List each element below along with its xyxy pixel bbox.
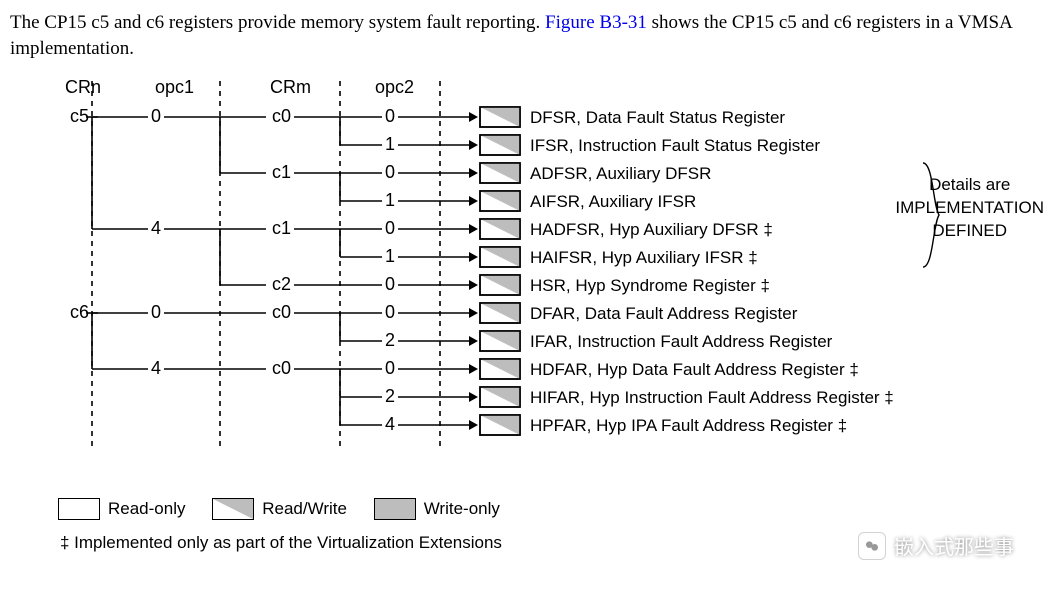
reg-8: IFAR, Instruction Fault Address Register bbox=[530, 332, 832, 352]
crn-c5: c5 bbox=[70, 106, 89, 127]
col-head-opc1: opc1 bbox=[155, 77, 194, 98]
side-note-l2: IMPLEMENTATION bbox=[895, 197, 1044, 220]
opc1-4: 4 bbox=[151, 218, 161, 239]
swatch-readonly bbox=[58, 498, 100, 520]
opc2-7: 0 bbox=[385, 302, 395, 323]
figure-reference: Figure B3-31 bbox=[545, 12, 647, 33]
side-note-l1: Details are bbox=[895, 174, 1044, 197]
footnote: ‡ Implemented only as part of the Virtua… bbox=[60, 533, 502, 553]
reg-1: IFSR, Instruction Fault Status Register bbox=[530, 136, 820, 156]
intro-paragraph: The CP15 c5 and c6 registers provide mem… bbox=[10, 10, 1044, 61]
opc2-1: 1 bbox=[385, 134, 395, 155]
opc2-3: 1 bbox=[385, 190, 395, 211]
legend-ro-label: Read-only bbox=[108, 499, 186, 519]
reg-5: HAIFSR, Hyp Auxiliary IFSR ‡ bbox=[530, 248, 758, 268]
opc1-7: 0 bbox=[151, 302, 161, 323]
swatch-readwrite bbox=[212, 498, 254, 520]
reg-6: HSR, Hyp Syndrome Register ‡ bbox=[530, 276, 770, 296]
reg-7: DFAR, Data Fault Address Register bbox=[530, 304, 797, 324]
reg-11: HPFAR, Hyp IPA Fault Address Register ‡ bbox=[530, 416, 847, 436]
opc2-5: 1 bbox=[385, 246, 395, 267]
opc1-9: 4 bbox=[151, 358, 161, 379]
crm-c0_a: c0 bbox=[272, 106, 291, 127]
col-head-opc2: opc2 bbox=[375, 77, 414, 98]
watermark-text: 嵌入式那些事 bbox=[894, 531, 1014, 560]
crm-c0_c: c0 bbox=[272, 302, 291, 323]
opc2-11: 4 bbox=[385, 414, 395, 435]
reg-3: AIFSR, Auxiliary IFSR bbox=[530, 192, 696, 212]
opc2-2: 0 bbox=[385, 162, 395, 183]
watermark: 嵌入式那些事 bbox=[858, 531, 1014, 560]
crm-c1_b: c1 bbox=[272, 218, 291, 239]
legend-readwrite: Read/Write bbox=[212, 498, 347, 520]
side-note-l3: DEFINED bbox=[895, 220, 1044, 243]
opc2-9: 0 bbox=[385, 358, 395, 379]
wechat-icon bbox=[858, 532, 886, 560]
crm-c1_a: c1 bbox=[272, 162, 291, 183]
intro-before: The CP15 c5 and c6 registers provide mem… bbox=[10, 12, 545, 33]
legend-wo-label: Write-only bbox=[424, 499, 500, 519]
tree-svg bbox=[10, 79, 1044, 499]
col-head-CRn: CRn bbox=[65, 77, 101, 98]
col-head-CRm: CRm bbox=[270, 77, 311, 98]
reg-2: ADFSR, Auxiliary DFSR bbox=[530, 164, 711, 184]
reg-0: DFSR, Data Fault Status Register bbox=[530, 108, 785, 128]
legend-rw-label: Read/Write bbox=[262, 499, 347, 519]
reg-4: HADFSR, Hyp Auxiliary DFSR ‡ bbox=[530, 220, 773, 240]
legend: Read-only Read/Write Write-only bbox=[58, 498, 522, 525]
crm-c0_d: c0 bbox=[272, 358, 291, 379]
opc2-8: 2 bbox=[385, 330, 395, 351]
legend-writeonly: Write-only bbox=[374, 498, 500, 520]
opc2-0: 0 bbox=[385, 106, 395, 127]
reg-9: HDFAR, Hyp Data Fault Address Register ‡ bbox=[530, 360, 859, 380]
opc2-6: 0 bbox=[385, 274, 395, 295]
side-note: Details are IMPLEMENTATION DEFINED bbox=[895, 174, 1044, 243]
crn-c6: c6 bbox=[70, 302, 89, 323]
register-tree-diagram: CRn opc1 CRm opc2 c5 c6 0 c0 0 1 c1 0 1 4 c1 0 1 c2 0 0 c0 0 2… bbox=[10, 79, 1044, 559]
opc1-0: 0 bbox=[151, 106, 161, 127]
crm-c2: c2 bbox=[272, 274, 291, 295]
swatch-writeonly bbox=[374, 498, 416, 520]
legend-readonly: Read-only bbox=[58, 498, 186, 520]
reg-10: HIFAR, Hyp Instruction Fault Address Reg… bbox=[530, 388, 894, 408]
opc2-4: 0 bbox=[385, 218, 395, 239]
opc2-10: 2 bbox=[385, 386, 395, 407]
